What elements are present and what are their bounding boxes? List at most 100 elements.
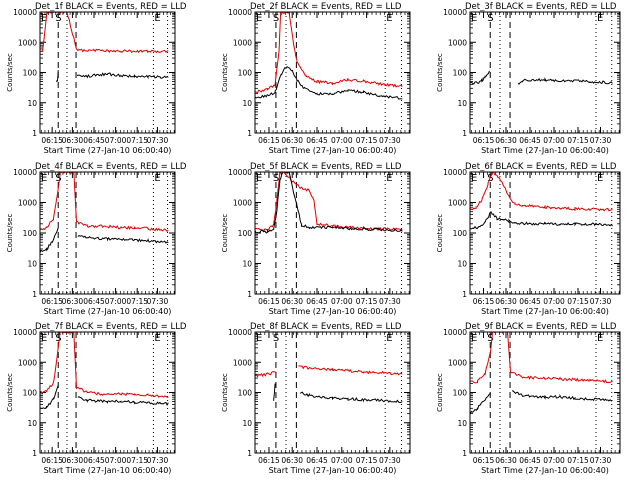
x-tick-label: 06:15 bbox=[41, 136, 63, 145]
lld-series-line bbox=[470, 172, 613, 212]
y-axis-label: Counts/sec bbox=[221, 214, 229, 253]
chart-title: Det_6f BLACK = Events, RED = LLD bbox=[465, 162, 617, 172]
events-series-line bbox=[255, 66, 403, 100]
y-tick-label: 100 bbox=[453, 389, 468, 398]
y-tick-label: 10000 bbox=[443, 8, 467, 17]
x-axis-label: Start Time (27-Jan-10 06:00:40) bbox=[481, 146, 609, 155]
marker-E-label: E bbox=[597, 173, 603, 184]
y-tick-label: 1000 bbox=[448, 358, 467, 367]
y-tick-label: 1 bbox=[32, 449, 37, 458]
y-tick-label: 1 bbox=[32, 129, 37, 138]
y-tick-label: 1000 bbox=[18, 38, 37, 47]
events-series-line bbox=[255, 172, 403, 234]
lld-series-line bbox=[40, 12, 169, 54]
x-tick-label: 07:30 bbox=[379, 136, 401, 145]
x-tick-label: 07:15 bbox=[356, 297, 378, 306]
x-tick-label: 07:30 bbox=[590, 136, 612, 145]
x-tick-label: 06:30 bbox=[62, 136, 84, 145]
plot-frame bbox=[254, 331, 411, 454]
x-axis-label: Start Time (27-Jan-10 06:00:40) bbox=[44, 307, 172, 316]
y-tick-label: 10000 bbox=[443, 328, 467, 337]
x-tick-label: 06:30 bbox=[495, 136, 517, 145]
x-tick-label: 07:15 bbox=[567, 456, 589, 465]
x-tick-label: 06:30 bbox=[62, 297, 84, 306]
x-tick-label: 07:30 bbox=[379, 297, 401, 306]
y-tick-label: 10 bbox=[242, 419, 252, 428]
y-tick-label: 10 bbox=[457, 419, 467, 428]
x-tick-label: 06:15 bbox=[258, 456, 280, 465]
x-axis-label: Start Time (27-Jan-10 06:00:40) bbox=[269, 466, 397, 475]
y-tick-label: 10000 bbox=[13, 328, 37, 337]
chart-title: Det_7f BLACK = Events, RED = LLD bbox=[35, 322, 187, 332]
x-tick-label: 07:15 bbox=[126, 136, 148, 145]
y-tick-label: 1000 bbox=[233, 38, 252, 47]
chart-title: Det_2f BLACK = Events, RED = LLD bbox=[250, 2, 402, 12]
x-tick-label: 07:00 bbox=[105, 456, 127, 465]
y-tick-label: 1 bbox=[247, 449, 252, 458]
marker-E-label-left: E bbox=[471, 13, 477, 24]
x-tick-label: 07:00 bbox=[331, 297, 353, 306]
y-tick-label: 1 bbox=[247, 290, 252, 299]
y-axis-label: Counts/sec bbox=[6, 373, 14, 412]
y-tick-label: 100 bbox=[453, 69, 468, 78]
y-tick-label: 1 bbox=[247, 129, 252, 138]
y-axis-label: Counts/sec bbox=[436, 214, 444, 253]
x-tick-label: 07:00 bbox=[331, 456, 353, 465]
marker-E-label: E bbox=[386, 173, 392, 184]
y-tick-label: 1 bbox=[32, 290, 37, 299]
y-tick-label: 10000 bbox=[228, 168, 252, 177]
x-tick-label: 07:00 bbox=[543, 297, 565, 306]
plot-frame bbox=[469, 11, 621, 134]
x-tick-label: 06:45 bbox=[306, 136, 328, 145]
x-tick-label: 07:15 bbox=[356, 136, 378, 145]
y-tick-label: 10 bbox=[27, 419, 37, 428]
y-tick-label: 10000 bbox=[228, 328, 252, 337]
marker-E-label: E bbox=[154, 173, 160, 184]
chart-title: Det_8f BLACK = Events, RED = LLD bbox=[250, 322, 402, 332]
x-tick-label: 07:30 bbox=[379, 456, 401, 465]
y-tick-label: 1 bbox=[462, 449, 467, 458]
marker-S-label: S bbox=[55, 13, 61, 24]
y-tick-label: 1000 bbox=[233, 199, 252, 208]
y-tick-label: 100 bbox=[453, 229, 468, 238]
marker-E-label-left: E bbox=[471, 173, 477, 184]
x-tick-label: 06:30 bbox=[281, 136, 303, 145]
marker-E-label: E bbox=[154, 13, 160, 24]
x-tick-label: 06:15 bbox=[41, 456, 63, 465]
x-tick-label: 06:30 bbox=[495, 297, 517, 306]
plot-frame bbox=[39, 11, 176, 134]
x-tick-label: 06:15 bbox=[473, 297, 495, 306]
marker-S-label: S bbox=[487, 333, 493, 344]
marker-E-label-left: E bbox=[41, 13, 47, 24]
plot-frame bbox=[254, 171, 411, 295]
marker-E-label: E bbox=[386, 333, 392, 344]
marker-E-label: E bbox=[597, 333, 603, 344]
plot-frame bbox=[469, 331, 621, 454]
x-tick-label: 06:30 bbox=[281, 297, 303, 306]
x-tick-label: 07:00 bbox=[543, 136, 565, 145]
x-tick-label: 06:45 bbox=[519, 297, 541, 306]
x-tick-label: 06:30 bbox=[62, 456, 84, 465]
events-series-line bbox=[470, 210, 613, 230]
y-tick-label: 1000 bbox=[18, 199, 37, 208]
x-tick-label: 07:00 bbox=[105, 136, 127, 145]
y-tick-label: 10 bbox=[242, 260, 252, 269]
y-tick-label: 10 bbox=[457, 260, 467, 269]
y-tick-label: 1000 bbox=[233, 358, 252, 367]
y-tick-label: 1 bbox=[462, 290, 467, 299]
y-axis-label: Counts/sec bbox=[6, 214, 14, 253]
x-axis-label: Start Time (27-Jan-10 06:00:40) bbox=[269, 307, 397, 316]
y-tick-label: 10 bbox=[242, 99, 252, 108]
x-tick-label: 06:15 bbox=[473, 136, 495, 145]
lld-series-line bbox=[255, 12, 403, 94]
x-tick-label: 07:15 bbox=[567, 136, 589, 145]
x-axis-label: Start Time (27-Jan-10 06:00:40) bbox=[481, 307, 609, 316]
y-axis-label: Counts/sec bbox=[6, 53, 14, 92]
y-axis-label: Counts/sec bbox=[436, 53, 444, 92]
y-tick-label: 10000 bbox=[13, 168, 37, 177]
chart-title: Det_1f BLACK = Events, RED = LLD bbox=[35, 2, 187, 12]
y-axis-label: Counts/sec bbox=[221, 373, 229, 412]
marker-S-label: S bbox=[487, 13, 493, 24]
marker-E-label-left: E bbox=[256, 333, 262, 344]
chart-panel-5: Det_5f BLACK = Events, RED = LLD 1 10 100 10… bbox=[221, 162, 411, 316]
